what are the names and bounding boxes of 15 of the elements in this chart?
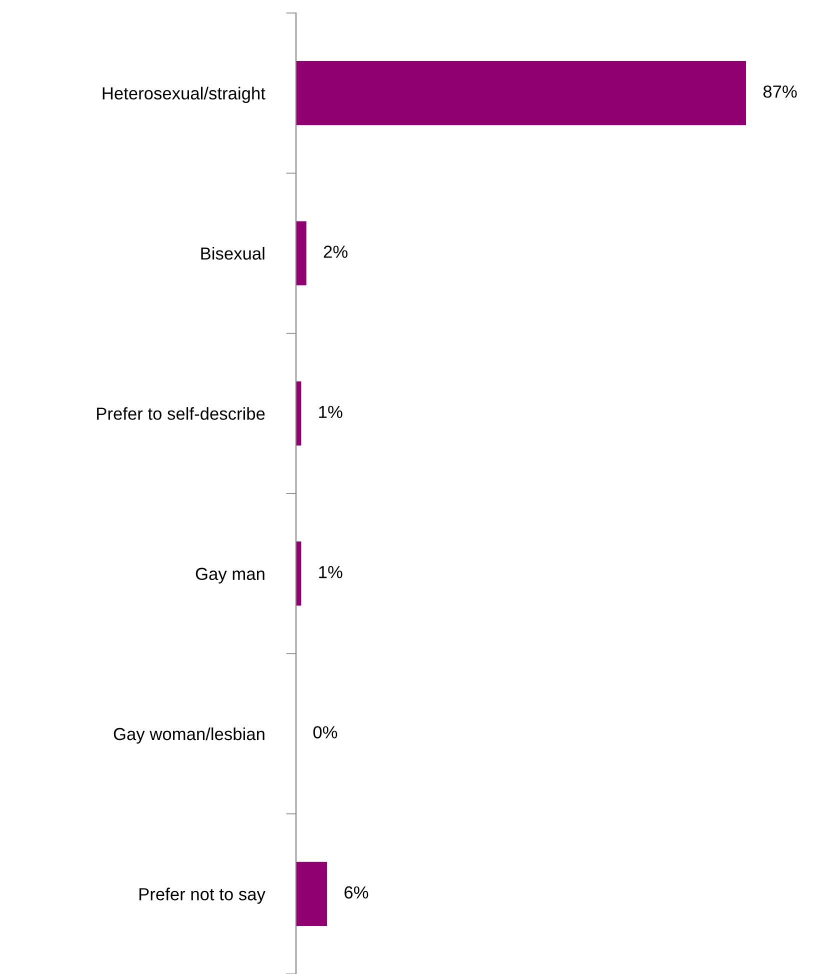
data-label: 0% <box>313 726 338 738</box>
data-label: 6% <box>344 886 368 899</box>
y-tick-label: Prefer to self-describe <box>97 407 265 420</box>
y-tick-label: Bisexual <box>201 246 264 260</box>
bar <box>296 61 746 126</box>
bar <box>296 221 306 286</box>
data-label: 1% <box>319 566 342 578</box>
data-label: 1% <box>319 406 342 418</box>
y-tick-label: Heterosexual/straight <box>102 86 266 103</box>
y-tick-label: Prefer not to say <box>140 888 266 904</box>
y-tick-label: Gay man <box>196 568 264 584</box>
data-label: 87% <box>763 85 797 98</box>
y-tick-label: Gay woman/lesbian <box>114 727 264 744</box>
data-label: 2% <box>324 246 348 258</box>
bar <box>296 862 328 926</box>
